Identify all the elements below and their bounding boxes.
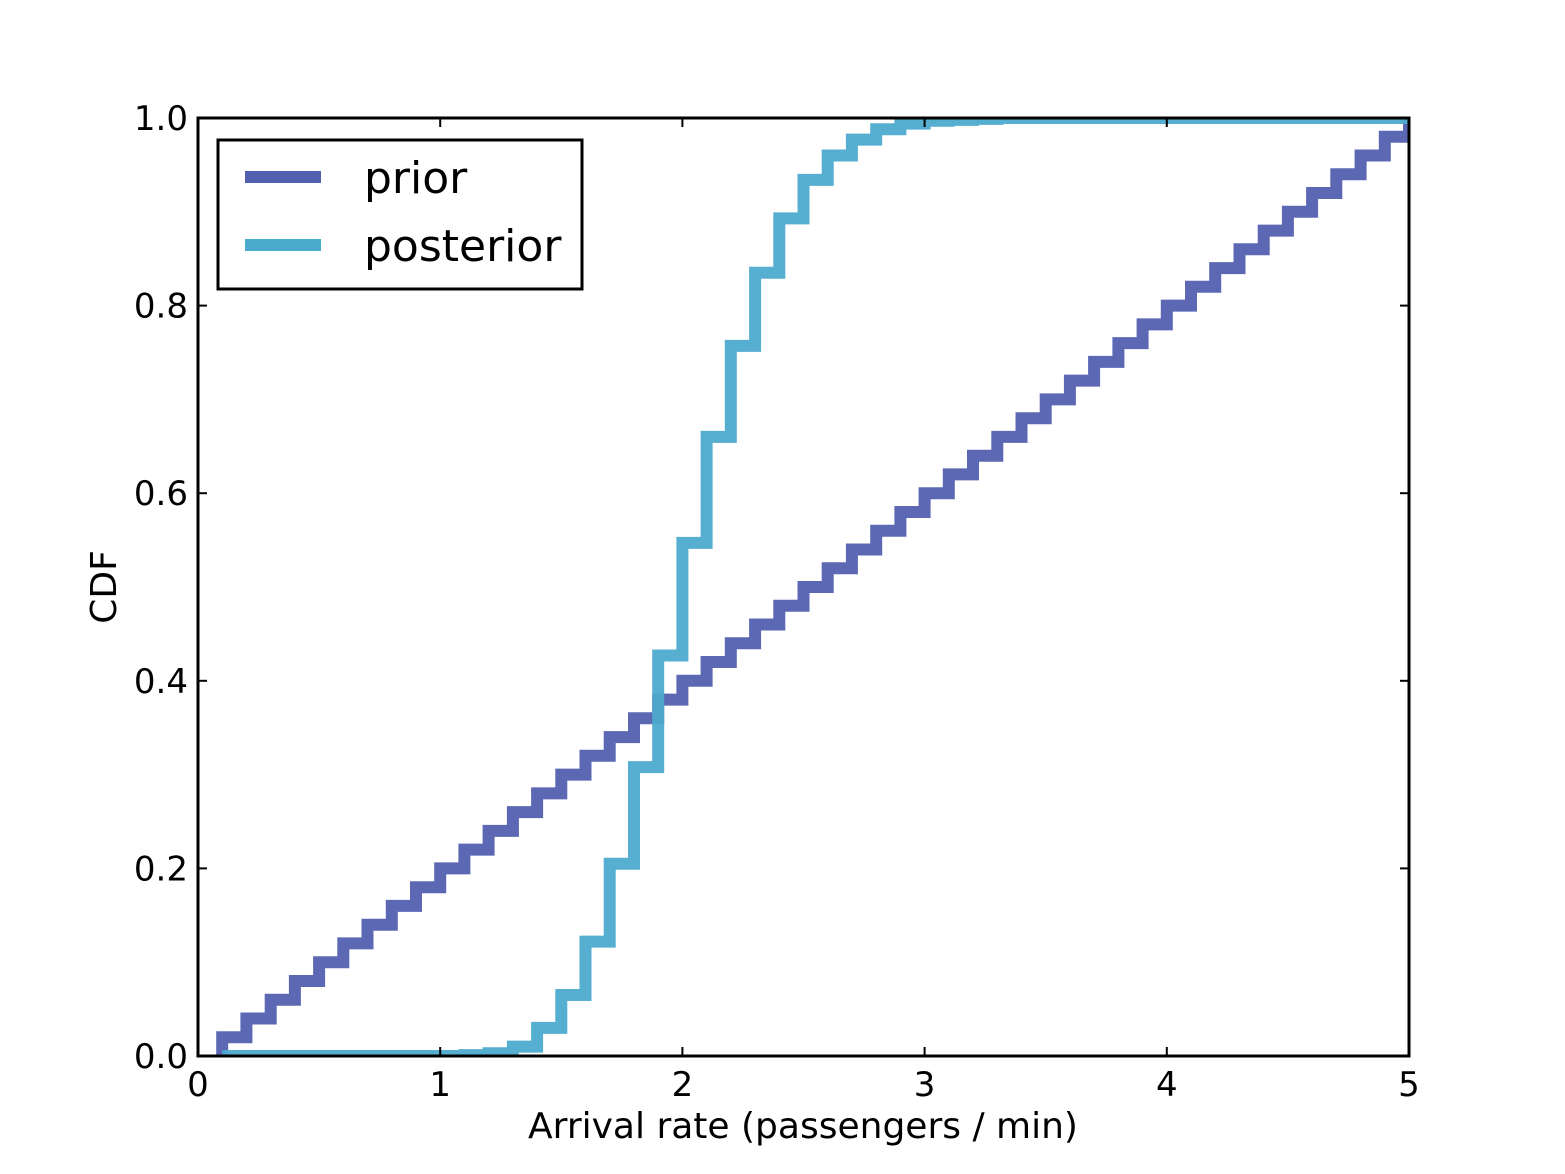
x-tick-label: 0: [187, 1065, 209, 1105]
x-tick-label: 2: [672, 1065, 694, 1105]
legend-label-prior: prior: [364, 153, 468, 204]
y-tick-label: 1.0: [134, 99, 188, 139]
plot-frame: [196, 116, 1411, 1058]
x-tick-label: 4: [1156, 1065, 1178, 1105]
legend: prior posterior: [216, 138, 584, 291]
series-line-prior: [216, 118, 1409, 1056]
legend-label-posterior: posterior: [364, 221, 562, 272]
y-axis-label: CDF: [84, 550, 125, 624]
y-tick-label: 0.0: [134, 1037, 188, 1077]
y-tick-label: 0.8: [134, 287, 188, 327]
y-tick-label: 0.4: [134, 662, 188, 702]
x-tick-label: 3: [914, 1065, 936, 1105]
y-tick-label: 0.6: [134, 474, 188, 514]
y-tick-label: 0.2: [134, 849, 188, 889]
x-axis-label: Arrival rate (passengers / min): [528, 1106, 1078, 1147]
legend-box: [216, 138, 584, 291]
x-tick-label: 5: [1398, 1065, 1420, 1105]
x-tick-label: 1: [429, 1065, 451, 1105]
ticks-layer: 0 1 2 3 4 5 0.0 0.2 0.4 0.6 0.8 1.0: [134, 99, 1420, 1105]
